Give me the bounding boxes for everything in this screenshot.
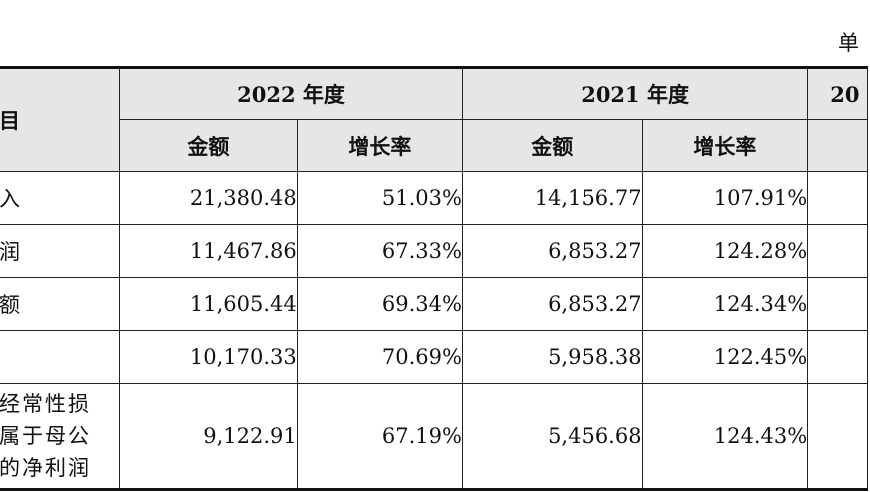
amount-2022: 11,605.44	[119, 277, 298, 331]
row-label	[0, 330, 121, 384]
year-header-truncated: 20	[807, 66, 868, 120]
growth-2022: 51.03%	[296, 171, 463, 225]
growth-2021: 124.34%	[641, 277, 809, 331]
truncated-cell	[807, 383, 868, 491]
growth-2021: 107.91%	[641, 171, 809, 225]
table-row: 润 11,467.86 67.33% 6,853.27 124.28%	[0, 224, 868, 278]
amount-2021: 14,156.77	[461, 171, 643, 225]
header-row-sub: 金额 增长率 金额 增长率	[0, 119, 868, 172]
growth-2022: 69.34%	[296, 277, 463, 331]
row-label-line: 的净利润	[0, 456, 91, 480]
financial-table: 目 2022 年度 2021 年度 20 金额 增长率 金额 增长率 入 21,…	[0, 66, 868, 491]
growth-2021: 122.45%	[641, 330, 809, 384]
table-row: 经常性损 属于母公 的净利润 9,122.91 67.19% 5,456.68 …	[0, 383, 868, 491]
truncated-cell	[807, 171, 868, 225]
item-column-header: 目	[0, 66, 121, 172]
amount-2021: 6,853.27	[461, 277, 643, 331]
year-header-2021: 2021 年度	[461, 66, 809, 120]
row-label-multiline: 经常性损 属于母公 的净利润	[0, 383, 121, 491]
row-label-line: 经常性损	[0, 392, 91, 416]
amount-2022: 11,467.86	[119, 224, 298, 278]
growth-2022: 67.33%	[296, 224, 463, 278]
growth-2021: 124.28%	[641, 224, 809, 278]
table-row: 入 21,380.48 51.03% 14,156.77 107.91%	[0, 171, 868, 225]
truncated-cell	[807, 277, 868, 331]
table-row: 10,170.33 70.69% 5,958.38 122.45%	[0, 330, 868, 384]
row-label-line: 属于母公	[0, 424, 91, 448]
sub-header-growth-2021: 增长率	[641, 119, 809, 172]
table-row: 额 11,605.44 69.34% 6,853.27 124.34%	[0, 277, 868, 331]
sub-header-amount-2022: 金额	[119, 119, 298, 172]
amount-2021: 5,958.38	[461, 330, 643, 384]
amount-2021: 6,853.27	[461, 224, 643, 278]
row-label: 额	[0, 277, 121, 331]
header-row-years: 目 2022 年度 2021 年度 20	[0, 66, 868, 172]
sub-header-growth-2022: 增长率	[296, 119, 463, 172]
truncated-cell	[807, 224, 868, 278]
growth-2021: 124.43%	[641, 383, 809, 491]
sub-header-amount-2021: 金额	[461, 119, 643, 172]
amount-2022: 21,380.48	[119, 171, 298, 225]
amount-2021: 5,456.68	[461, 383, 643, 491]
row-label: 润	[0, 224, 121, 278]
truncated-cell	[807, 330, 868, 384]
sub-header-truncated	[807, 119, 868, 172]
growth-2022: 67.19%	[296, 383, 463, 491]
unit-label: 单	[838, 31, 859, 55]
row-label: 入	[0, 171, 121, 225]
year-header-2022: 2022 年度	[119, 66, 463, 120]
growth-2022: 70.69%	[296, 330, 463, 384]
amount-2022: 9,122.91	[119, 383, 298, 491]
amount-2022: 10,170.33	[119, 330, 298, 384]
